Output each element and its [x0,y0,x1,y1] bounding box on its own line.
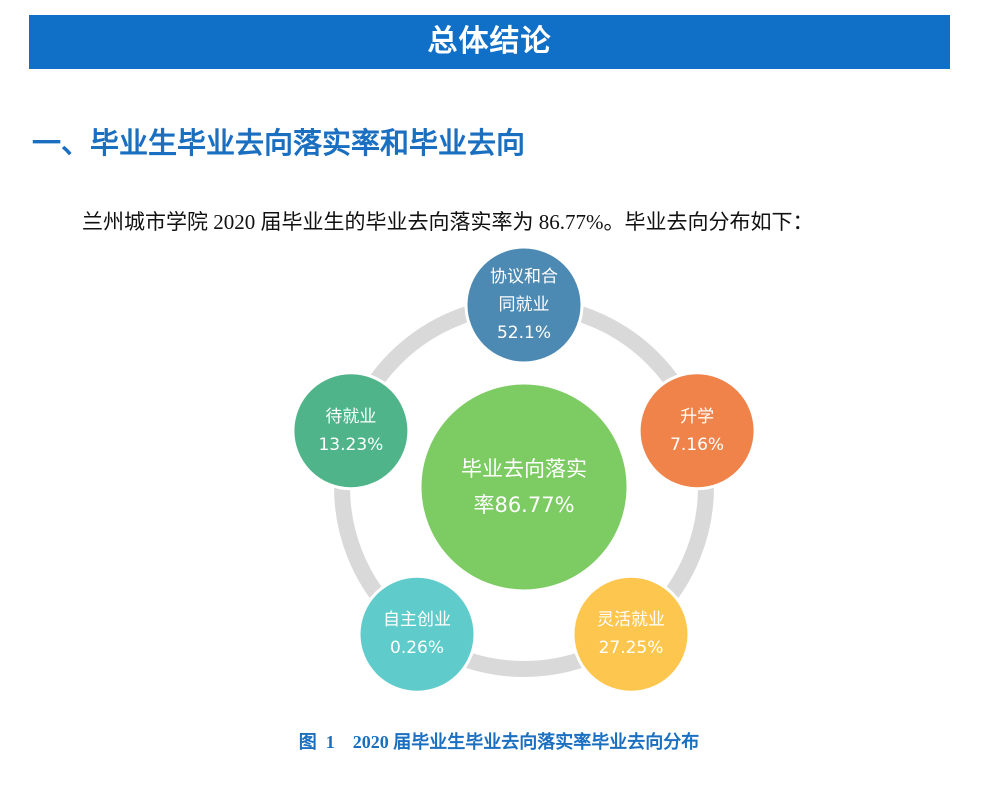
outer-node-label: 13.23% [318,435,383,455]
outer-node: 升学 7.16% [637,371,757,491]
outer-node-circle [571,574,691,694]
center-node-label: 毕业去向落实 [461,457,587,481]
outer-node-circle [291,371,411,491]
outer-node: 灵活就业 27.25% [571,574,691,694]
outer-node-label: 协议和合 [490,267,558,287]
outer-node-label: 升学 [680,407,714,427]
center-node-circle [418,381,630,593]
summary-paragraph: 兰州城市学院 2020 届毕业生的毕业去向落实率为 86.77%。毕业去向分布如… [82,210,814,234]
outer-node: 自主创业 0.26% [357,574,477,694]
figure-caption: 图 1 2020 届毕业生毕业去向落实率毕业去向分布 [298,732,700,752]
outer-node-label: 灵活就业 [597,610,665,630]
outer-node-label: 自主创业 [383,610,451,630]
section-heading: 一、毕业生毕业去向落实率和毕业去向 [32,126,526,160]
section-banner: 总体结论 [29,15,950,69]
outer-node-label: 同就业 [499,295,550,315]
outer-node-circle [464,245,584,365]
outer-node-circle [637,371,757,491]
outer-node-label: 52.1% [497,323,551,343]
center-node-label: 率86.77% [473,493,574,517]
outer-node: 待就业 13.23% [291,371,411,491]
outer-node-circle [357,574,477,694]
outer-node-label: 0.26% [390,638,444,658]
outer-node-label: 待就业 [325,407,376,427]
outer-node-label: 27.25% [599,638,664,658]
outer-node-label: 7.16% [670,435,724,455]
